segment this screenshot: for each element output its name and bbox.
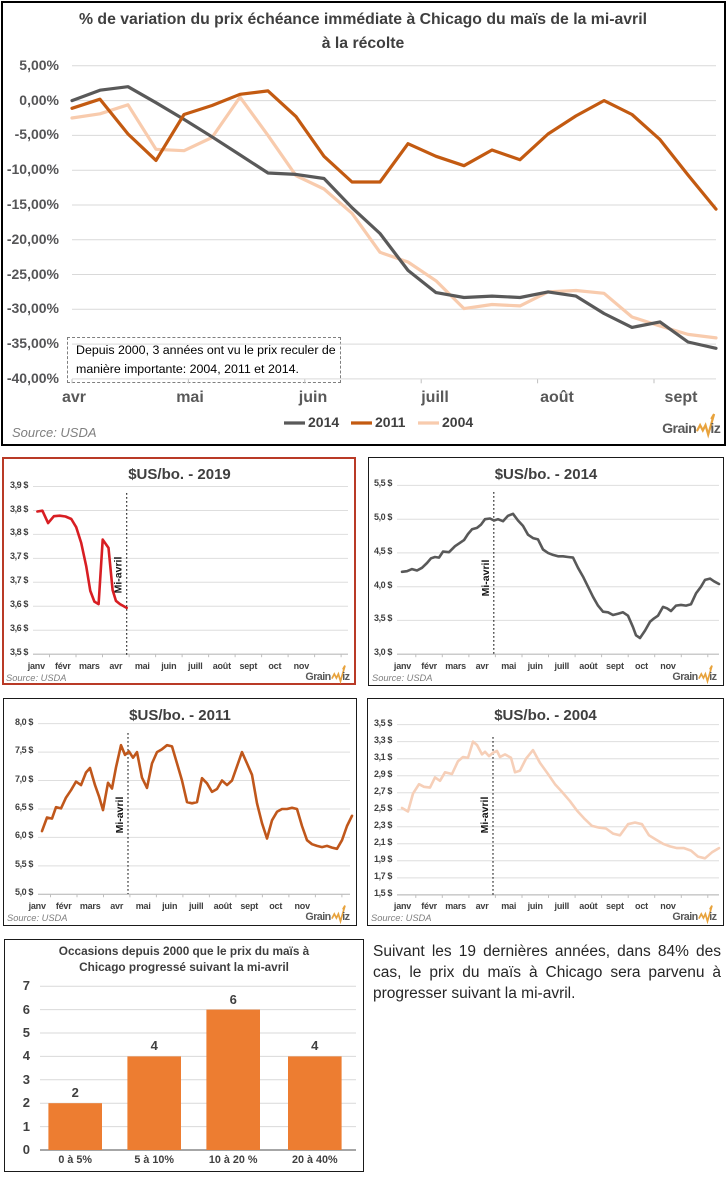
svg-text:Mi-avril: Mi-avril <box>479 797 491 834</box>
svg-text:iz: iz <box>342 671 350 683</box>
svg-text:Mi-avril: Mi-avril <box>114 797 126 834</box>
svg-text:Grain: Grain <box>672 911 697 923</box>
svg-text:Mi-avril: Mi-avril <box>480 560 492 597</box>
svg-text:iz: iz <box>709 671 717 683</box>
svg-text:Grain: Grain <box>305 911 330 923</box>
svg-text:iz: iz <box>710 421 720 437</box>
svg-text:Grain: Grain <box>662 421 696 437</box>
svg-text:Grain: Grain <box>672 671 697 683</box>
svg-text:iz: iz <box>709 911 717 923</box>
svg-text:Grain: Grain <box>305 671 330 683</box>
svg-text:iz: iz <box>342 911 350 923</box>
svg-text:Mi-avril: Mi-avril <box>113 557 125 594</box>
